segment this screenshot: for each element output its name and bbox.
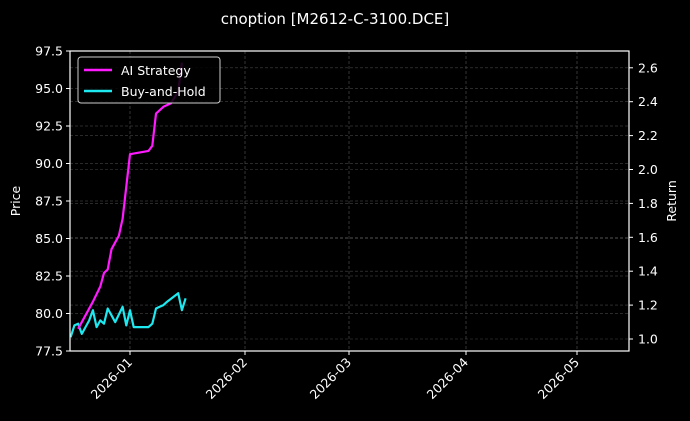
grid-lines <box>70 50 629 352</box>
y-tick-label: 82.5 <box>35 269 63 284</box>
right-axis-label: Return <box>664 180 679 221</box>
y2-tick-label: 2.2 <box>638 128 658 143</box>
y-tick-label: 87.5 <box>35 194 63 209</box>
y-tick-label: 90.0 <box>35 156 63 171</box>
y-tick-label: 77.5 <box>35 344 63 359</box>
right-y-axis: 1.0 1.2 1.4 1.6 1.8 2.0 2.2 2.4 2.6 <box>629 60 658 347</box>
y2-tick-label: 1.2 <box>638 298 658 313</box>
legend-label-buy-and-hold: Buy-and-Hold <box>121 84 206 99</box>
legend-label-ai-strategy: AI Strategy <box>121 63 191 78</box>
x-axis: 2026-01 2026-02 2026-03 2026-04 2026-05 <box>88 351 583 403</box>
left-axis-label: Price <box>8 185 23 216</box>
y2-tick-label: 1.4 <box>638 264 658 279</box>
y2-tick-label: 1.6 <box>638 230 658 245</box>
x-tick-label: 2026-04 <box>424 354 472 402</box>
series-lines <box>69 62 187 338</box>
x-tick-label: 2026-01 <box>88 355 136 403</box>
y2-tick-label: 2.0 <box>638 162 658 177</box>
x-tick-label: 2026-05 <box>535 355 583 403</box>
y-tick-label: 92.5 <box>35 119 63 134</box>
chart-title: cnoption [M2612-C-3100.DCE] <box>221 10 450 28</box>
y2-tick-label: 2.6 <box>638 60 658 75</box>
series-line-buy-and-hold <box>69 292 187 338</box>
y2-tick-label: 1.0 <box>638 332 658 347</box>
y-tick-label: 95.0 <box>35 81 63 96</box>
y-tick-label: 80.0 <box>35 306 63 321</box>
y-tick-label: 97.5 <box>35 44 63 59</box>
x-tick-label: 2026-02 <box>203 355 251 403</box>
legend: AI Strategy Buy-and-Hold <box>77 56 221 104</box>
y2-tick-label: 2.4 <box>638 94 658 109</box>
y2-tick-label: 1.8 <box>638 196 658 211</box>
left-y-axis: 77.5 80.0 82.5 85.0 87.5 90.0 92.5 95.0 97.5 <box>35 44 70 359</box>
series-line-ai-strategy <box>77 62 183 330</box>
y-tick-label: 85.0 <box>35 231 63 246</box>
x-tick-label: 2026-03 <box>307 355 355 403</box>
